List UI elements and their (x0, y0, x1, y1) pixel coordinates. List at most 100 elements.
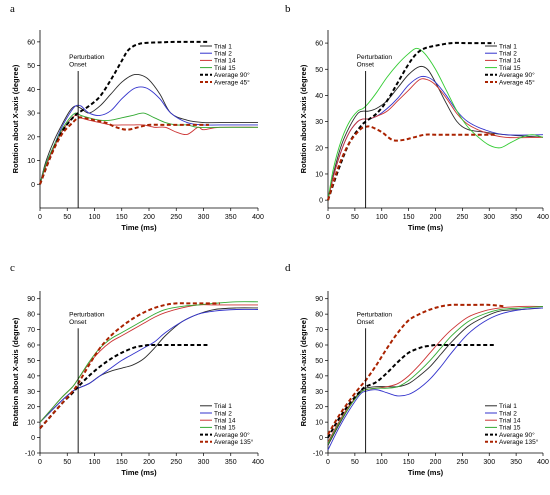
y-tick-label: 50 (27, 63, 35, 70)
series-line (327, 65, 544, 201)
y-tick-label: 0 (31, 435, 35, 442)
legend-entry: Average 135° (214, 438, 254, 446)
perturbation-onset-label: Onset (69, 61, 87, 68)
legend-entry: Trial 15 (214, 65, 236, 72)
legend-entry: Trial 2 (499, 410, 517, 417)
y-axis-label: Rotation about X-axis (degree) (299, 64, 308, 173)
x-axis-label: Time (ms) (121, 223, 157, 232)
y-tick-label: 30 (315, 119, 323, 126)
y-tick-label: 70 (315, 327, 323, 334)
perturbation-onset-label: Perturbation (357, 311, 393, 318)
chart-panel-b: b 0 50 100 150 200 250 300 350 400 0 10 20 30 40 50 60 Ti… (285, 3, 549, 232)
x-tick-label: 100 (89, 459, 101, 466)
series-line (327, 75, 544, 201)
x-tick-label: 250 (170, 459, 182, 466)
x-tick-label: 300 (483, 214, 495, 221)
x-tick-label: 300 (198, 214, 210, 221)
x-tick-label: 300 (198, 459, 210, 466)
x-axis-label: Time (ms) (121, 468, 157, 477)
x-tick-label: 350 (510, 459, 522, 466)
legend-entry: Trial 1 (499, 43, 517, 50)
x-tick-label: 200 (143, 459, 155, 466)
x-tick-label: 400 (537, 459, 549, 466)
chart-panel-d: d0 50 100 150 200 250 300 350 400-10010203040506… (285, 262, 549, 477)
chart-panel-c: c0 50 100 150 200 250 300 350 400-10010203040506… (10, 262, 264, 477)
perturbation-onset-label: Onset (357, 61, 375, 68)
series-line (327, 47, 544, 201)
x-tick-label: 200 (430, 214, 442, 221)
x-tick-label: 100 (376, 214, 388, 221)
y-tick-label: 10 (315, 171, 323, 178)
series-line (327, 307, 544, 451)
perturbation-onset-label: Perturbation (69, 54, 105, 61)
legend-entry: Trial 2 (214, 51, 232, 58)
y-axis-label: Rotation about X-axis (degree) (299, 317, 308, 426)
x-tick-label: 50 (351, 214, 359, 221)
chart-panel-a: a 0 50 100 150 200 250 300 350 400 0 10 20 30 40 50 60 Ti… (10, 3, 264, 232)
y-tick-label: -10 (25, 451, 35, 458)
series-line (39, 116, 209, 185)
legend-entry: Average 45° (499, 78, 535, 86)
x-tick-label: 200 (430, 459, 442, 466)
x-tick-label: 150 (116, 214, 128, 221)
y-tick-label: 90 (315, 296, 323, 303)
legend-entry: Average 90° (214, 431, 250, 439)
series-line (327, 303, 506, 435)
panel-letter: a (10, 3, 15, 15)
y-tick-label: 40 (27, 87, 35, 94)
x-tick-label: 200 (143, 214, 155, 221)
y-tick-label: 80 (27, 312, 35, 319)
series-line (327, 41, 495, 201)
perturbation-onset-label: Onset (357, 319, 375, 326)
y-tick-label: 60 (315, 41, 323, 48)
panel-letter: b (285, 3, 291, 15)
y-tick-label: 20 (27, 134, 35, 141)
x-tick-label: 0 (38, 459, 42, 466)
x-axis-label: Time (ms) (408, 223, 444, 232)
series-line (39, 73, 258, 185)
x-tick-label: 100 (376, 459, 388, 466)
x-tick-label: 0 (38, 214, 42, 221)
perturbation-onset-label: Perturbation (357, 54, 393, 61)
y-tick-label: 30 (315, 389, 323, 396)
y-tick-label: -10 (313, 451, 323, 458)
y-tick-label: 30 (27, 111, 35, 118)
x-tick-label: 0 (326, 214, 330, 221)
x-tick-label: 250 (457, 214, 469, 221)
x-axis-label: Time (ms) (408, 468, 444, 477)
y-tick-label: 40 (315, 93, 323, 100)
perturbation-onset-label: Perturbation (69, 311, 105, 318)
legend-entry: Trial 15 (499, 425, 521, 432)
x-tick-label: 350 (510, 214, 522, 221)
x-tick-label: 250 (457, 459, 469, 466)
x-tick-label: 400 (537, 214, 549, 221)
legend-entry: Average 90° (499, 431, 535, 439)
y-tick-label: 60 (315, 343, 323, 350)
y-tick-label: 40 (27, 373, 35, 380)
legend-entry: Trial 14 (214, 418, 236, 425)
series-line (39, 302, 220, 429)
y-tick-label: 10 (27, 158, 35, 165)
y-tick-label: 60 (27, 39, 35, 46)
series-line (39, 112, 258, 185)
x-tick-label: 50 (351, 459, 359, 466)
panel-letter: c (10, 262, 15, 274)
x-tick-label: 350 (225, 214, 237, 221)
panel-letter: d (285, 262, 291, 274)
legend-entry: Trial 15 (214, 425, 236, 432)
y-tick-label: 30 (27, 389, 35, 396)
y-tick-label: 10 (315, 420, 323, 427)
x-tick-label: 50 (63, 459, 71, 466)
y-tick-label: 0 (319, 435, 323, 442)
series-line (327, 305, 544, 444)
legend-entry: Average 135° (499, 438, 539, 446)
x-tick-label: 150 (116, 459, 128, 466)
x-tick-label: 150 (403, 214, 415, 221)
y-tick-label: 10 (27, 420, 35, 427)
x-tick-label: 0 (326, 459, 330, 466)
y-axis-label: Rotation about X-axis (degree) (11, 64, 20, 173)
series-line (39, 343, 209, 429)
y-tick-label: 0 (319, 198, 323, 205)
series-line (327, 343, 495, 439)
